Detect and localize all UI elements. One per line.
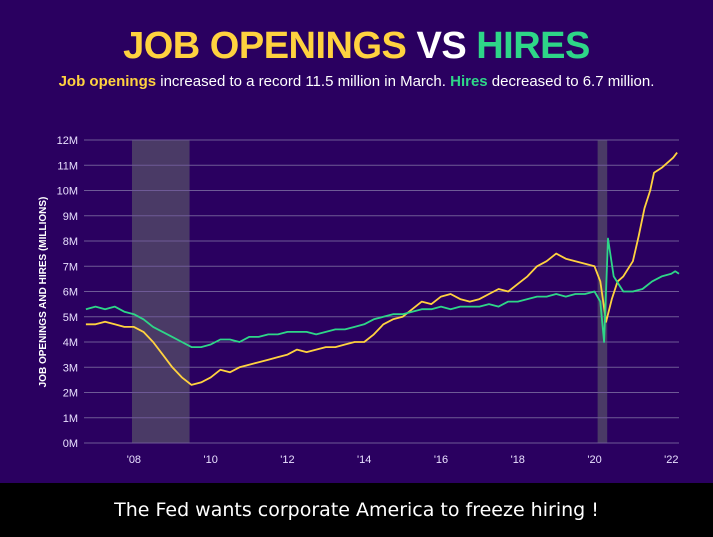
x-axis-ticks: '08 '10 '12 '14 '16 '18 '20 '22 bbox=[127, 454, 679, 466]
subtitle-highlight-hires: Hires bbox=[450, 73, 488, 90]
x-tick-label: '22 bbox=[664, 454, 678, 466]
title-hires: HIRES bbox=[476, 25, 590, 67]
y-tick-label: 7M bbox=[63, 261, 78, 273]
x-tick-label: '16 bbox=[434, 454, 448, 466]
y-tick-label: 11M bbox=[57, 160, 78, 172]
y-tick-label: 2M bbox=[63, 388, 78, 400]
title-vs: VS bbox=[416, 25, 467, 67]
caption-banner: The Fed wants corporate America to freez… bbox=[0, 483, 713, 537]
y-tick-label: 12M bbox=[57, 135, 78, 147]
subtitle-highlight-openings: Job openings bbox=[58, 73, 157, 90]
y-tick-label: 6M bbox=[63, 287, 78, 299]
y-tick-label: 1M bbox=[63, 413, 78, 425]
subtitle-text-2: decreased to 6.7 million. bbox=[487, 73, 655, 90]
series-line-hires bbox=[85, 237, 680, 348]
chart-title: JOB OPENINGS VS HIRES bbox=[0, 24, 713, 68]
y-tick-label: 5M bbox=[63, 312, 78, 324]
y-tick-label: 3M bbox=[63, 362, 78, 374]
y-tick-label: 10M bbox=[57, 186, 78, 198]
x-tick-label: '08 bbox=[127, 454, 141, 466]
x-tick-label: '12 bbox=[280, 454, 294, 466]
series-lines bbox=[85, 152, 680, 386]
y-tick-label: 4M bbox=[63, 337, 78, 349]
x-tick-label: '20 bbox=[587, 454, 601, 466]
chart-subtitle: Job openings increased to a record 11.5 … bbox=[40, 72, 673, 91]
y-tick-label: 0M bbox=[63, 438, 78, 450]
subtitle-text-1: increased to a record 11.5 million in Ma… bbox=[156, 73, 451, 90]
x-tick-label: '18 bbox=[511, 454, 525, 466]
y-tick-label: 8M bbox=[63, 236, 78, 248]
x-tick-label: '10 bbox=[204, 454, 218, 466]
title-job-openings: JOB OPENINGS bbox=[123, 25, 407, 67]
y-axis-ticks: 0M 1M 2M 3M 4M 5M 6M 7M 8M 9M 10M 11M 12M bbox=[57, 135, 78, 450]
y-axis-label: JOB OPENINGS AND HIRES (MILLIONS) bbox=[38, 197, 49, 388]
x-tick-label: '14 bbox=[357, 454, 371, 466]
y-tick-label: 9M bbox=[63, 211, 78, 223]
